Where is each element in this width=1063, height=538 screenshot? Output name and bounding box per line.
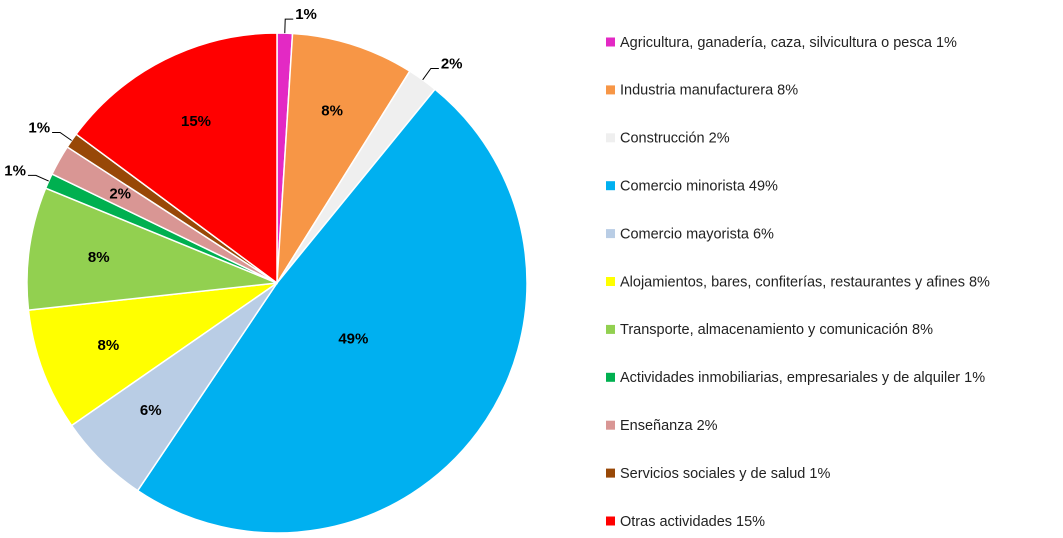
data-label: 2% bbox=[441, 55, 463, 72]
data-label: 1% bbox=[4, 162, 26, 179]
legend-swatch bbox=[606, 133, 615, 143]
data-label: 2% bbox=[109, 186, 131, 203]
data-label: 1% bbox=[295, 6, 317, 23]
legend-swatch bbox=[606, 420, 615, 430]
data-label: 15% bbox=[181, 113, 211, 130]
legend-label: Alojamientos, bares, confiterías, restau… bbox=[620, 274, 990, 290]
legend-label: Agricultura, ganadería, caza, silvicultu… bbox=[620, 35, 957, 51]
pie-slice bbox=[26, 187, 278, 311]
legend-swatch bbox=[606, 181, 615, 191]
pie-slice bbox=[27, 282, 278, 427]
leader-line bbox=[52, 132, 72, 141]
legend-swatch bbox=[606, 516, 615, 526]
data-label: 8% bbox=[98, 337, 120, 354]
legend-swatch bbox=[606, 277, 615, 286]
legend-label: Otras actividades 15% bbox=[620, 514, 765, 530]
pie-slice bbox=[136, 88, 528, 534]
data-label: 8% bbox=[88, 249, 110, 266]
data-label: 1% bbox=[28, 119, 50, 136]
data-label: 6% bbox=[140, 402, 162, 419]
legend-label: Construcción 2% bbox=[620, 131, 730, 147]
pie-slice bbox=[276, 32, 411, 284]
legend-swatch bbox=[606, 37, 615, 47]
legend-label: Enseñanza 2% bbox=[620, 418, 718, 434]
leader-line bbox=[27, 174, 49, 182]
legend-swatch bbox=[606, 324, 615, 334]
pie-slice bbox=[75, 32, 278, 285]
legend-swatch bbox=[606, 372, 615, 382]
legend-label: Actividades inmobiliarias, empresariales… bbox=[620, 370, 985, 386]
data-label: 8% bbox=[321, 103, 343, 120]
legend-swatch bbox=[606, 229, 615, 239]
legend-swatch bbox=[606, 468, 615, 478]
legend-label: Industria manufacturera 8% bbox=[620, 83, 798, 99]
legend-label: Comercio minorista 49% bbox=[620, 179, 778, 195]
legend-swatch bbox=[606, 85, 615, 95]
data-label: 49% bbox=[338, 331, 368, 348]
legend-label: Servicios sociales y de salud 1% bbox=[620, 466, 830, 482]
legend-label: Transporte, almacenamiento y comunicació… bbox=[620, 322, 933, 338]
legend-label: Comercio mayorista 6% bbox=[620, 226, 774, 242]
leader-line bbox=[422, 67, 439, 81]
leader-line bbox=[284, 18, 294, 34]
